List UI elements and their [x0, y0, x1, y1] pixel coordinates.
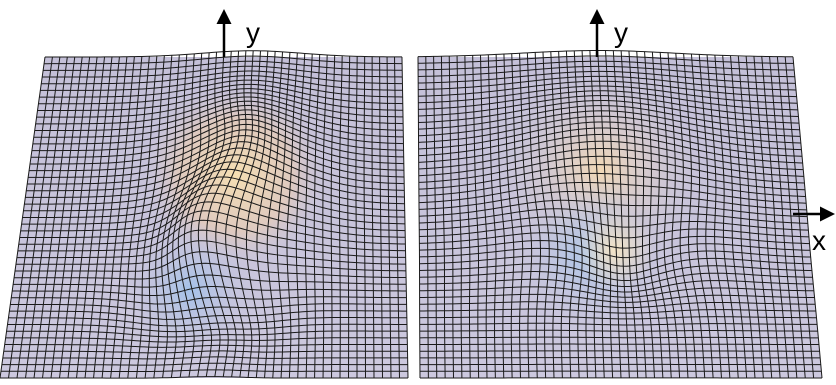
left-y-axis-label: y — [246, 17, 260, 48]
mesh-line-horizontal — [0, 369, 408, 373]
mesh-line-vertical — [339, 55, 343, 378]
mesh-line-vertical — [753, 56, 781, 379]
mesh-line-vertical — [730, 55, 756, 379]
mesh-line-horizontal — [6, 330, 408, 338]
mesh-line-vertical — [386, 56, 392, 378]
left-surface-mesh — [0, 50, 409, 379]
mesh-line-vertical — [347, 56, 351, 378]
right-y-axis-label: y — [614, 17, 628, 48]
right-surface-panel: y x — [417, 9, 835, 379]
mesh-line-vertical — [401, 56, 409, 379]
mesh-line-vertical — [737, 55, 764, 379]
mesh-line-horizontal — [2, 356, 408, 360]
mesh-line-horizontal — [3, 350, 408, 354]
mesh-line-horizontal — [419, 329, 818, 332]
mesh-line-vertical — [792, 56, 823, 379]
right-surface-mesh — [417, 50, 823, 379]
mesh-line-vertical — [745, 56, 773, 379]
mesh-line-vertical — [784, 56, 815, 379]
mesh-line-horizontal — [5, 337, 408, 343]
mesh-line-horizontal — [1, 362, 408, 366]
mesh-line-vertical — [761, 56, 789, 379]
mesh-line-vertical — [371, 56, 375, 378]
right-x-axis-label: x — [812, 225, 826, 256]
mesh-line-vertical — [776, 56, 806, 379]
mesh-line-vertical — [394, 56, 400, 378]
mesh-line-horizontal — [0, 376, 408, 379]
mesh-line-vertical — [355, 56, 358, 378]
mesh-line-vertical — [769, 56, 798, 379]
mesh-line-horizontal — [419, 343, 819, 346]
mesh-line-horizontal — [419, 336, 819, 339]
mesh-line-horizontal — [4, 343, 408, 348]
mesh-line-vertical — [379, 56, 383, 378]
mesh-line-vertical — [363, 56, 366, 378]
left-surface-panel: y — [0, 9, 409, 379]
